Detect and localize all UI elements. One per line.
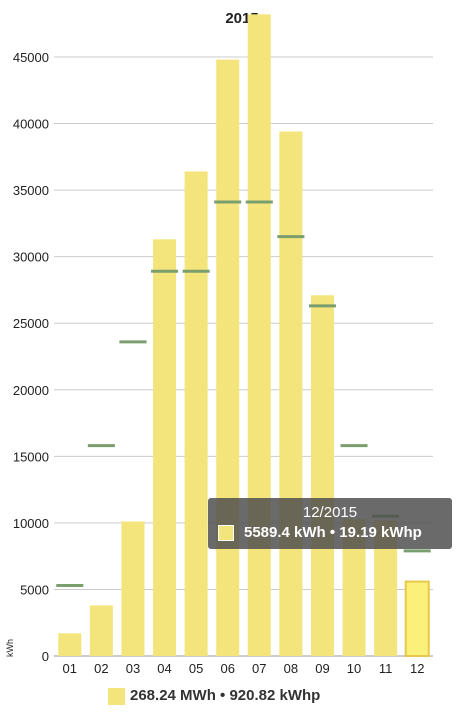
y-axis-label: kWh xyxy=(5,639,15,657)
y-tick-label: 25000 xyxy=(13,316,49,331)
bar[interactable] xyxy=(89,605,113,656)
tooltip-value: 5589.4 kWh • 19.19 kWhp xyxy=(244,524,422,541)
x-tick-label: 07 xyxy=(252,661,266,676)
x-tick-label: 02 xyxy=(94,661,108,676)
x-tick-label: 12 xyxy=(410,661,424,676)
target-markers xyxy=(56,200,431,587)
y-tick-label: 35000 xyxy=(13,183,49,198)
bar[interactable] xyxy=(279,131,303,657)
x-tick-label: 05 xyxy=(189,661,203,676)
bar[interactable] xyxy=(310,295,334,656)
y-tick-label: 20000 xyxy=(13,383,49,398)
bar[interactable] xyxy=(184,171,208,657)
bar[interactable] xyxy=(247,14,271,656)
bar[interactable] xyxy=(153,239,177,656)
x-tick-label: 08 xyxy=(284,661,298,676)
y-tick-label: 10000 xyxy=(13,516,49,531)
bars xyxy=(58,14,430,658)
x-tick-label: 09 xyxy=(315,661,329,676)
y-tick-label: 40000 xyxy=(13,117,49,132)
x-tick-label: 11 xyxy=(379,661,393,676)
x-tick-label: 04 xyxy=(157,661,171,676)
x-tick-label: 10 xyxy=(347,661,361,676)
bar[interactable] xyxy=(342,518,366,656)
tooltip-title: 12/2015 xyxy=(302,504,358,521)
y-tick-label: 5000 xyxy=(20,582,49,597)
legend-swatch xyxy=(108,688,125,705)
legend-label: 268.24 MWh • 920.82 kWhp xyxy=(130,687,321,704)
bar[interactable] xyxy=(216,59,240,657)
y-axis-ticks: 0 5000 10000 15000 20000 25000 30000 35000 40000… xyxy=(13,50,49,664)
y-tick-label: 45000 xyxy=(13,50,49,65)
tooltip: 12/2015 5589.4 kWh • 19.19 kWhp xyxy=(208,498,452,549)
bar[interactable] xyxy=(121,521,145,656)
bar[interactable] xyxy=(58,633,82,656)
x-tick-label: 01 xyxy=(63,661,77,676)
bar[interactable] xyxy=(404,580,430,658)
y-tick-label: 15000 xyxy=(13,449,49,464)
x-tick-label: 06 xyxy=(220,661,234,676)
tooltip-swatch xyxy=(218,525,234,541)
bar[interactable] xyxy=(374,520,398,656)
y-tick-label: 0 xyxy=(42,649,49,664)
x-tick-label: 03 xyxy=(126,661,140,676)
y-tick-label: 30000 xyxy=(13,250,49,265)
x-axis-ticks: 01 02 03 04 05 06 07 08 09 10 11 12 xyxy=(63,661,425,676)
